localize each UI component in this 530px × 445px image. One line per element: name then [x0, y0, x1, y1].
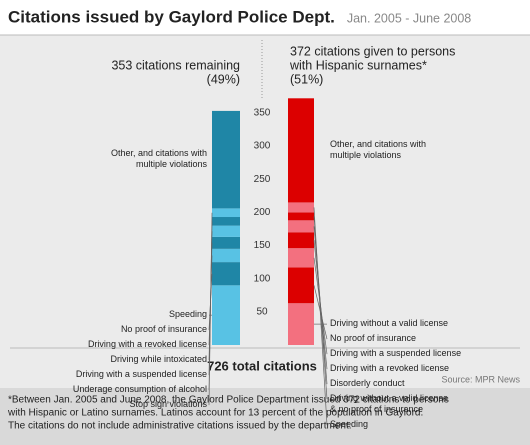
segment-label-line: Driving with a suspended license — [76, 370, 207, 380]
segment-label-line: Underage consumption of alcohol — [73, 385, 207, 395]
bar-segment — [288, 202, 314, 213]
segment-label: Driving with a suspended license — [330, 348, 461, 358]
segment-label-line: multiple violations — [136, 160, 208, 170]
bar-heading: (49%) — [207, 72, 240, 86]
segment-label: No proof of insurance — [121, 325, 207, 335]
segment-label-line: No proof of insurance — [121, 325, 207, 335]
segment-label-line: Driving with a revoked license — [88, 340, 207, 350]
bar-heading: with Hispanic surnames* — [289, 58, 427, 72]
footnote-panel — [0, 388, 530, 445]
footnote: with Hispanic or Latino surnames. Latino… — [7, 408, 423, 419]
bar-heading: 372 citations given to persons — [290, 44, 455, 58]
title-bar — [0, 0, 530, 35]
segment-label-line: Driving with a suspended license — [330, 348, 461, 358]
segment-label-line: Other, and citations with — [111, 149, 207, 159]
segment-label-line: Driving while intoxicated — [110, 355, 207, 365]
bar-segment — [212, 248, 240, 263]
segment-label-line: Stop sign violations — [129, 400, 207, 410]
bar-segment — [212, 262, 240, 286]
segment-label: Driving without a valid license & no proo… — [330, 393, 448, 414]
source: Source: MPR News — [441, 374, 520, 384]
chart-subtitle: Jan. 2005 - June 2008 — [347, 11, 471, 25]
y-tick-label: 150 — [254, 240, 271, 251]
bar-segment — [288, 303, 314, 345]
y-tick-label: 350 — [254, 108, 271, 119]
footnote: The citations do not include administrat… — [8, 421, 352, 432]
bar-segment — [288, 232, 314, 249]
total-label: 726 total citations — [207, 358, 317, 373]
bar-segment — [288, 248, 314, 268]
chart-title: Citations issued by Gaylord Police Dept. — [8, 7, 335, 26]
leader-line — [208, 212, 213, 406]
segment-label: Driving with a revoked license — [330, 363, 449, 373]
segment-label-line: Speeding — [169, 310, 207, 320]
bar-segment — [288, 212, 314, 221]
y-tick-label: 250 — [254, 174, 271, 185]
segment-label: Driving without a valid license — [330, 318, 448, 328]
segment-label: No proof of insurance — [330, 333, 416, 343]
footnote: *Between Jan. 2005 and June 2008, the Ga… — [8, 395, 449, 406]
bar-segment — [212, 110, 240, 209]
segment-label-line: Other, and citations with — [330, 139, 426, 149]
y-tick-label: 300 — [254, 141, 271, 152]
bar-segment — [212, 236, 240, 249]
y-tick-label: 50 — [256, 306, 268, 317]
bar-heading: 353 citations remaining — [111, 58, 240, 72]
bar-heading: (51%) — [290, 72, 323, 86]
segment-label: Driving with a suspended license — [76, 370, 207, 380]
segment-label-line: Driving without a valid license — [330, 318, 448, 328]
bar-segment — [288, 98, 314, 203]
bar-segment — [212, 285, 240, 345]
bar-segment — [288, 220, 314, 233]
bar-segment — [212, 225, 240, 237]
segment-label: Underage consumption of alcohol — [73, 385, 207, 395]
segment-label-line: multiple violations — [330, 150, 402, 160]
segment-label: Stop sign violations — [129, 400, 207, 410]
bar-segment — [288, 267, 314, 304]
segment-label: Driving while intoxicated — [110, 355, 207, 365]
segment-label: Disorderly conduct — [330, 378, 405, 388]
segment-label-line: Driving without a valid license — [330, 393, 448, 403]
segment-label: Speeding — [330, 419, 368, 429]
y-tick-label: 100 — [254, 273, 271, 284]
segment-label-line: Driving with a revoked license — [330, 363, 449, 373]
bar-segment — [212, 208, 240, 218]
leader-line — [313, 207, 328, 426]
segment-label-line: No proof of insurance — [330, 333, 416, 343]
segment-label: Other, and citations with multiple violat… — [330, 139, 426, 160]
segment-label: Driving with a revoked license — [88, 340, 207, 350]
segment-label: Other, and citations with multiple violat… — [111, 149, 208, 170]
bar-segment — [212, 217, 240, 226]
segment-label-line: Speeding — [330, 419, 368, 429]
segment-label-line: Disorderly conduct — [330, 378, 405, 388]
segment-label: Speeding — [169, 310, 207, 320]
segment-label-line: & no proof of insurance — [330, 404, 423, 414]
y-tick-label: 200 — [254, 207, 271, 218]
